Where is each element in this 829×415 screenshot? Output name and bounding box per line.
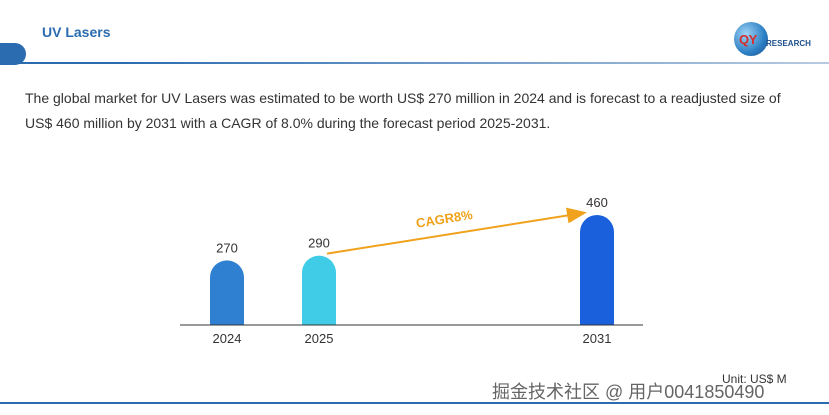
bar-2025 bbox=[302, 255, 336, 325]
page-title: UV Lasers bbox=[42, 24, 111, 40]
unit-label: Unit: US$ M bbox=[722, 372, 787, 386]
header-accent-tab bbox=[0, 43, 26, 65]
x-tick-label-2024: 2024 bbox=[213, 331, 242, 346]
logo-text: RESEARCH bbox=[766, 39, 811, 48]
header: UV Lasers QY RESEARCH bbox=[0, 0, 829, 70]
bar-2024 bbox=[210, 260, 244, 325]
market-description: The global market for UV Lasers was esti… bbox=[25, 90, 781, 131]
qyresearch-logo: QY RESEARCH bbox=[734, 22, 814, 58]
market-size-chart: 270 2024 290 2025 460 2031 CAGR8% bbox=[180, 195, 643, 346]
logo-mark: QY bbox=[739, 32, 757, 47]
bar-2031 bbox=[580, 215, 614, 325]
cagr-arrow bbox=[326, 207, 587, 255]
header-divider-fade bbox=[120, 62, 829, 64]
data-label-2024: 270 bbox=[216, 240, 238, 255]
globe-icon bbox=[734, 22, 768, 56]
watermark-text: 掘金技术社区 @ 用户0041850490 bbox=[492, 382, 765, 402]
x-tick-label-2025: 2025 bbox=[305, 331, 334, 346]
data-label-2025: 290 bbox=[308, 236, 330, 251]
x-tick-label-2031: 2031 bbox=[583, 331, 612, 346]
footer-divider bbox=[0, 402, 829, 404]
cagr-annotation-label: CAGR8% bbox=[415, 207, 474, 231]
data-label-2031: 460 bbox=[586, 195, 608, 210]
